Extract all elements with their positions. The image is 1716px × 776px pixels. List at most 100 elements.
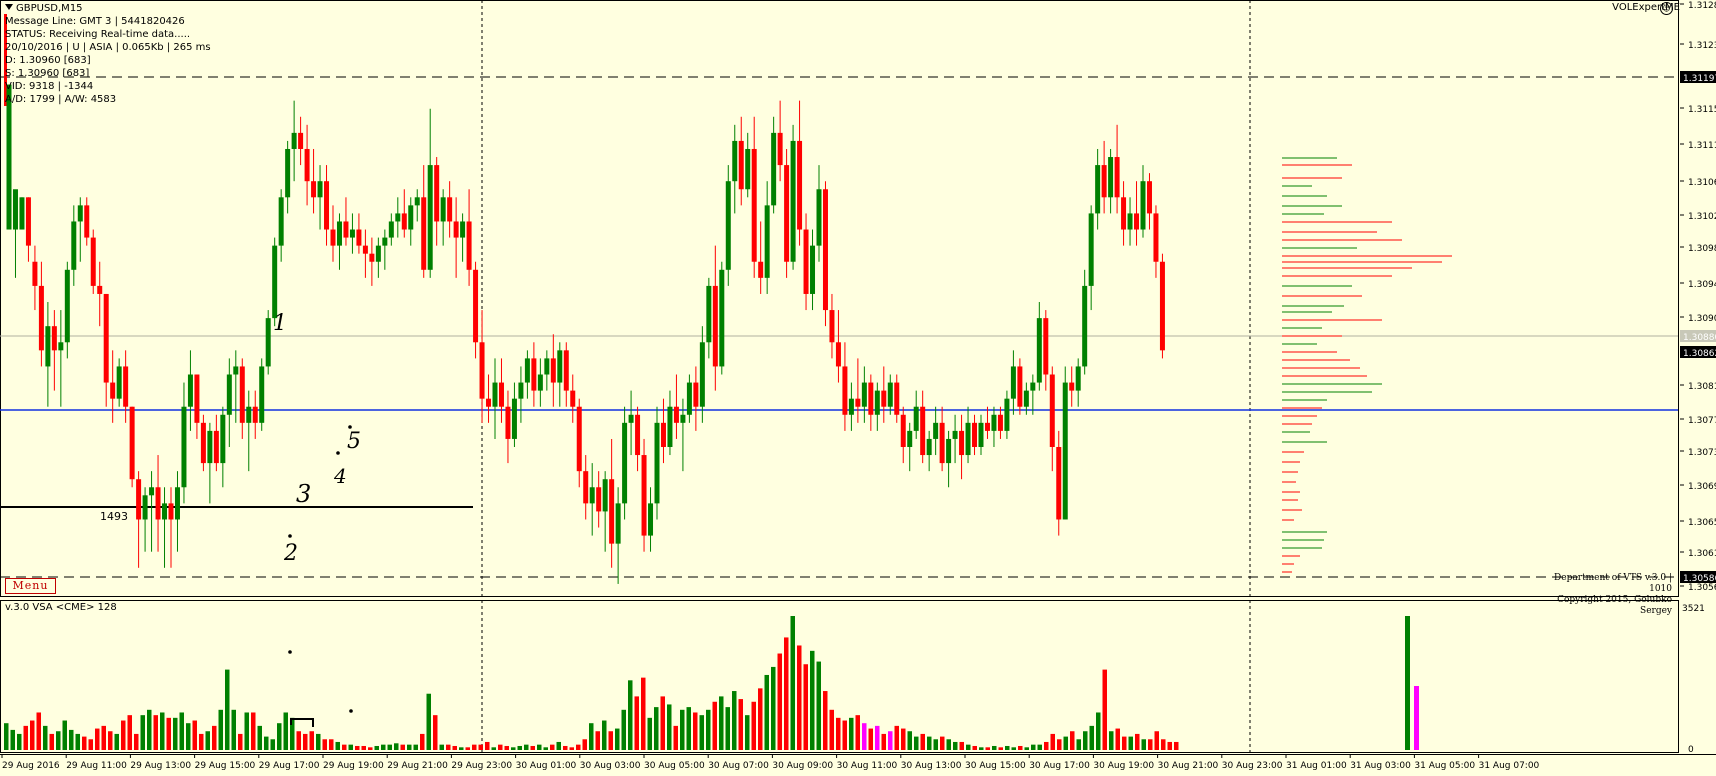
annotation-label: 3 bbox=[296, 480, 311, 508]
volume-bar bbox=[784, 637, 789, 750]
volume-bar bbox=[979, 747, 984, 750]
dropdown-triangle-icon[interactable] bbox=[5, 4, 13, 10]
candle bbox=[537, 358, 543, 407]
candle bbox=[570, 374, 576, 423]
candle bbox=[1010, 350, 1016, 415]
candle-body bbox=[1140, 181, 1146, 230]
price-mark: 1.30880 bbox=[1680, 330, 1716, 343]
candle-body bbox=[103, 293, 109, 383]
volume-bar bbox=[803, 664, 808, 750]
candle bbox=[887, 374, 893, 415]
left-red-marker bbox=[4, 14, 7, 106]
candle-body bbox=[557, 350, 563, 383]
candle bbox=[51, 310, 57, 391]
time-tick-label: 31 Aug 07:00 bbox=[1479, 761, 1540, 771]
candle-body bbox=[725, 181, 731, 270]
candle bbox=[933, 406, 939, 456]
candle-body bbox=[408, 205, 414, 230]
time-tick-label: 31 Aug 01:00 bbox=[1286, 761, 1347, 771]
candle-body bbox=[304, 148, 310, 182]
menu-button[interactable]: Menu bbox=[5, 578, 56, 594]
candle bbox=[90, 229, 96, 294]
volume-bar bbox=[1109, 731, 1114, 750]
header-info: GBPUSD,M15 Message Line: GMT 3 | 5441820… bbox=[5, 2, 211, 106]
candle-body bbox=[1101, 165, 1107, 198]
candle-body bbox=[401, 213, 407, 230]
candle bbox=[1153, 205, 1159, 278]
volume-bar bbox=[322, 739, 327, 750]
volume-bar bbox=[771, 666, 776, 750]
volume-bar bbox=[1024, 747, 1029, 750]
candle bbox=[965, 406, 971, 464]
candle bbox=[466, 189, 472, 286]
candle-body bbox=[609, 479, 615, 544]
time-tick-label: 30 Aug 13:00 bbox=[901, 761, 962, 771]
volume-bar bbox=[875, 725, 880, 750]
candle-body bbox=[168, 503, 174, 520]
candle bbox=[751, 116, 757, 278]
annotation-label: 5 bbox=[347, 429, 361, 454]
annotation-dot bbox=[349, 709, 353, 713]
annotation-dot bbox=[348, 425, 352, 429]
candle-body bbox=[544, 358, 550, 375]
candle-body bbox=[978, 422, 984, 447]
candle bbox=[45, 302, 51, 407]
candle-body bbox=[745, 148, 751, 190]
candle-body bbox=[492, 382, 498, 407]
volume-bar bbox=[680, 709, 685, 750]
candle-body bbox=[881, 390, 887, 407]
volume-bar bbox=[628, 680, 633, 750]
candle bbox=[142, 487, 148, 552]
volume-bar bbox=[49, 733, 54, 750]
annotation-dot bbox=[336, 451, 340, 455]
volume-bar bbox=[868, 728, 873, 750]
candle bbox=[213, 414, 219, 472]
candle bbox=[259, 358, 265, 431]
volume-bar bbox=[842, 720, 847, 750]
volume-bar bbox=[4, 723, 9, 750]
volume-bar bbox=[303, 733, 308, 750]
candle-body bbox=[473, 269, 479, 343]
candle bbox=[311, 148, 317, 214]
candle bbox=[349, 213, 355, 254]
volume-bar bbox=[491, 747, 496, 750]
candle-body bbox=[511, 398, 517, 439]
candle bbox=[764, 181, 770, 294]
candle bbox=[952, 414, 958, 464]
candle bbox=[576, 398, 582, 488]
volume-bar bbox=[225, 669, 230, 750]
volume-bar bbox=[179, 712, 184, 750]
level-label: 1493 bbox=[100, 510, 128, 523]
volume-bar bbox=[862, 723, 867, 750]
candle-body bbox=[1121, 197, 1127, 230]
candle-body bbox=[842, 366, 848, 415]
candle-body bbox=[200, 422, 206, 464]
candle bbox=[1069, 366, 1075, 407]
candle-body bbox=[654, 422, 660, 504]
volume-bar bbox=[1161, 739, 1166, 750]
volume-bar bbox=[1128, 736, 1133, 750]
time-tick-label: 30 Aug 11:00 bbox=[837, 761, 898, 771]
volume-bar bbox=[95, 728, 100, 750]
candle-body bbox=[719, 269, 725, 367]
candle bbox=[1043, 310, 1049, 391]
candle-body bbox=[356, 229, 362, 246]
candle bbox=[64, 261, 70, 359]
smiley-icon[interactable]: ☺ bbox=[1660, 2, 1673, 15]
candle bbox=[1134, 181, 1140, 246]
candle bbox=[913, 390, 919, 439]
time-tick-label: 30 Aug 09:00 bbox=[772, 761, 833, 771]
price-tick-label: 1.31280 bbox=[1688, 1, 1716, 11]
price-tick-label: 1.30815 bbox=[1688, 382, 1716, 392]
candle-body bbox=[1036, 318, 1042, 383]
candle-body bbox=[272, 245, 278, 319]
candle bbox=[460, 213, 466, 262]
candle-body bbox=[563, 350, 569, 391]
candle bbox=[725, 165, 731, 286]
candle bbox=[421, 165, 427, 278]
candle bbox=[797, 100, 803, 246]
volume-bar bbox=[387, 744, 392, 750]
candle-body bbox=[77, 205, 83, 222]
